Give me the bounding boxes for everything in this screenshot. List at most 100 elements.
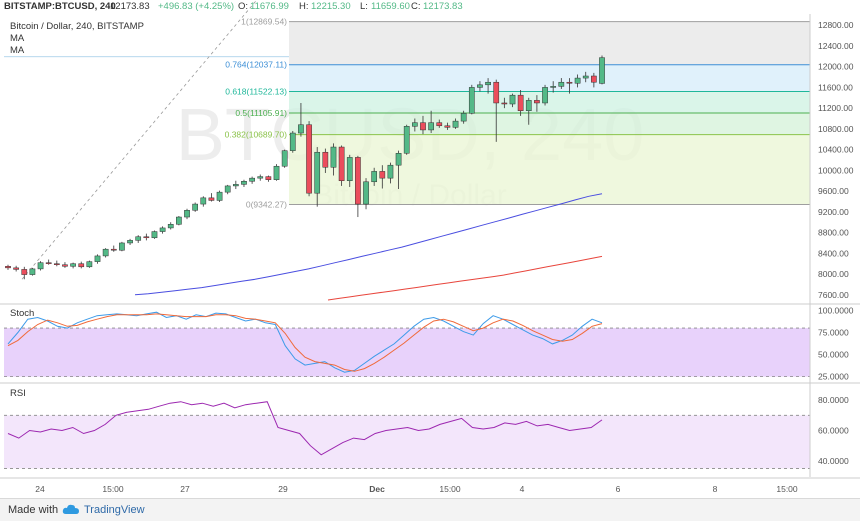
candle-body xyxy=(452,120,459,128)
candle-body xyxy=(21,269,28,275)
last-price: 12173.83 xyxy=(110,1,150,12)
ma-slow-line xyxy=(327,255,603,301)
candle-body xyxy=(200,197,207,205)
candle-body xyxy=(13,267,19,270)
time-tick-label: 4 xyxy=(520,484,525,494)
candle-body xyxy=(94,255,101,262)
rsi-tick-label: 40.0000 xyxy=(818,456,849,466)
candle-body xyxy=(45,262,52,264)
rsi-pane[interactable] xyxy=(4,401,810,469)
candle-body xyxy=(232,184,239,187)
tradingview-cloud-icon xyxy=(62,504,79,514)
stoch-d-line xyxy=(7,313,603,372)
price-tick-label: 10000.00 xyxy=(818,165,854,175)
candle-body xyxy=(5,266,11,269)
fib-zone xyxy=(289,91,810,114)
time-tick-label: 15:00 xyxy=(776,484,798,494)
candle-body xyxy=(53,263,60,265)
candle-body xyxy=(135,236,142,241)
candle-body xyxy=(330,146,337,168)
candle-body xyxy=(224,185,231,193)
candle-body xyxy=(420,122,426,131)
candle-body xyxy=(70,263,76,267)
stoch-pane[interactable] xyxy=(4,311,810,377)
fib-zone xyxy=(289,134,810,205)
price-tick-label: 7600.00 xyxy=(818,290,849,300)
price-tick-label: 8000.00 xyxy=(818,269,849,279)
candle-body xyxy=(444,125,451,128)
low-value: 11659.60 xyxy=(371,1,410,12)
price-tick-label: 11200.00 xyxy=(818,103,853,113)
fib-zone xyxy=(289,21,810,65)
candle-body xyxy=(306,124,312,194)
candle-body xyxy=(542,87,548,104)
candle-body xyxy=(298,124,304,134)
candle-body xyxy=(525,100,532,111)
candle-body xyxy=(273,165,280,180)
time-tick-label: 8 xyxy=(713,484,718,494)
candle-body xyxy=(322,151,329,168)
price-tick-label: 11600.00 xyxy=(818,82,853,92)
rsi-band xyxy=(4,415,810,469)
footer: Made with TradingView xyxy=(0,498,860,521)
candle-body xyxy=(468,87,475,114)
fib-label: 0.382(10689.70) xyxy=(225,130,288,140)
legend: Bitcoin / Dollar, 240, BITSTAMP MA MA St… xyxy=(10,21,144,399)
candle-body xyxy=(411,122,418,127)
made-with-text: Made with xyxy=(8,504,59,516)
candle-body xyxy=(127,240,133,244)
stoch-tick-label: 50.0000 xyxy=(818,350,849,360)
candle-body xyxy=(566,81,573,84)
candle-body xyxy=(208,197,215,201)
time-tick-label: Dec xyxy=(369,484,385,494)
candle-body xyxy=(379,171,386,179)
price-pane[interactable]: 1(12869.54) 0.764(12037.11) 0.618(11522.13… xyxy=(4,0,810,301)
rsi-label: RSI xyxy=(10,388,26,399)
tradingview-link[interactable]: TradingView xyxy=(84,504,145,516)
candle-body xyxy=(167,224,174,229)
candle-body xyxy=(110,248,117,251)
candle-body xyxy=(184,210,190,218)
time-tick-label: 15:00 xyxy=(102,484,124,494)
candle-body xyxy=(102,248,109,257)
price-tick-label: 8400.00 xyxy=(818,248,849,258)
time-tick-label: 15:00 xyxy=(439,484,461,494)
tradingview-chart[interactable]: BITSTAMP:BTCUSD, 240 12173.83 +496.83 (+… xyxy=(0,0,860,498)
symbol-text: BITSTAMP:BTCUSD, 240 xyxy=(4,1,116,12)
candle-body xyxy=(78,263,85,268)
high-label: H: xyxy=(299,1,309,12)
fib-label: 0.618(11522.13) xyxy=(225,86,287,96)
candle-body xyxy=(29,268,36,275)
time-tick-label: 29 xyxy=(278,484,288,494)
candle-body xyxy=(574,77,581,84)
price-tick-label: 10800.00 xyxy=(818,124,854,134)
rsi-line xyxy=(7,401,603,456)
candle-body xyxy=(460,113,467,122)
price-tick-label: 8800.00 xyxy=(818,228,849,238)
price-tick-label: 12800.00 xyxy=(818,20,854,30)
candle-body xyxy=(143,236,150,239)
candle-body xyxy=(493,81,500,104)
candle-body xyxy=(436,122,443,127)
price-tick-label: 10400.00 xyxy=(818,145,854,155)
candle-body xyxy=(403,126,410,154)
close-value: 12173.83 xyxy=(423,1,463,12)
candle-body xyxy=(241,181,247,185)
fib-label: 1(12869.54) xyxy=(241,17,287,27)
candle-body xyxy=(501,102,508,105)
stoch-band xyxy=(4,328,810,377)
candle-body xyxy=(249,177,255,182)
candle-body xyxy=(257,176,264,179)
stoch-tick-label: 75.0000 xyxy=(818,327,849,337)
axes: 12800.00 12400.00 12000.00 11600.00 11200.00… xyxy=(0,14,860,494)
candle-body xyxy=(159,227,166,232)
candle-body xyxy=(509,94,516,105)
candle-body xyxy=(591,75,597,83)
open-label: O: xyxy=(238,1,248,12)
low-label: L: xyxy=(360,1,368,12)
candle-body xyxy=(477,84,483,88)
time-tick-label: 6 xyxy=(616,484,621,494)
time-tick-label: 27 xyxy=(180,484,190,494)
candle-body xyxy=(289,132,296,151)
candle-body xyxy=(37,262,44,270)
